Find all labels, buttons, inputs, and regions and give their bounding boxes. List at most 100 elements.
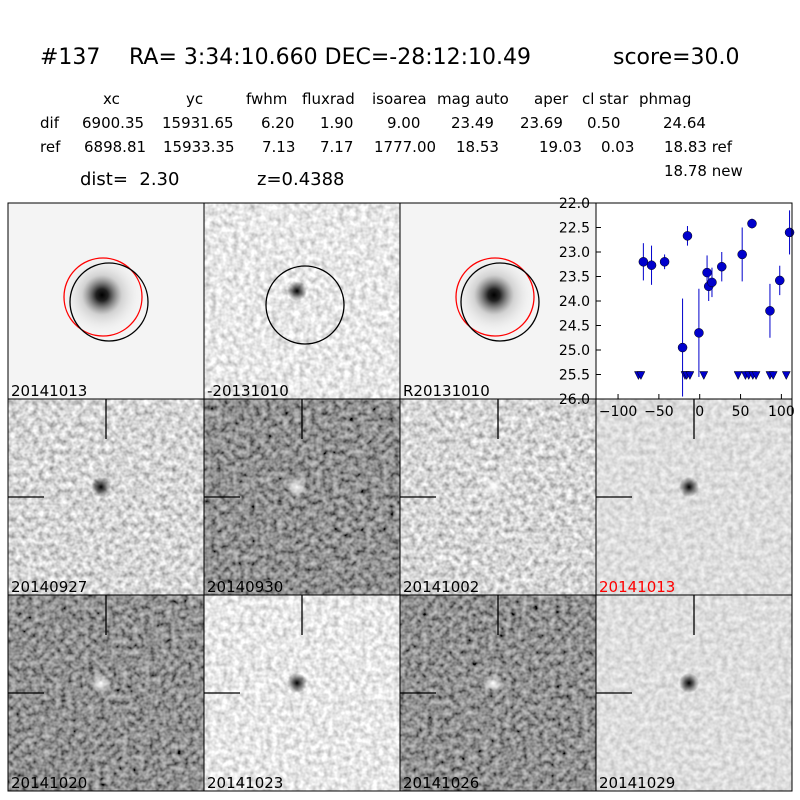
table-cell: 0.50 xyxy=(587,114,620,132)
column-header: mag auto xyxy=(437,90,509,108)
table-cell: 23.49 xyxy=(451,114,494,132)
source-blob xyxy=(454,255,534,335)
table-cell: 0.03 xyxy=(601,138,634,156)
aperture xyxy=(69,262,149,342)
panel-label: -20131010 xyxy=(207,382,289,400)
table-cell: 23.69 xyxy=(520,114,563,132)
detection xyxy=(747,218,757,229)
redshift: z=0.4388 xyxy=(257,169,345,190)
table-cell: 9.00 xyxy=(387,114,420,132)
y-tick-label: 23.0 xyxy=(559,245,590,261)
y-tick-label: 26.0 xyxy=(559,392,590,408)
source-blob xyxy=(287,477,307,497)
detection xyxy=(765,306,775,316)
x-tick-label: 100 xyxy=(768,404,795,420)
source-blob xyxy=(679,477,699,497)
x-tick-label: −50 xyxy=(644,404,674,420)
panel-label: 20141020 xyxy=(11,774,87,792)
x-tick-label: −100 xyxy=(599,404,637,420)
detection xyxy=(682,231,693,241)
new-mag: 18.78 new xyxy=(664,162,743,180)
upper-limit xyxy=(699,371,709,381)
detection xyxy=(677,342,688,353)
source-blob xyxy=(287,673,307,693)
y-tick-label: 22.0 xyxy=(559,196,590,212)
table-cell: 18.53 xyxy=(456,138,499,156)
column-header: cl star xyxy=(582,90,629,108)
table-cell: dif xyxy=(40,114,60,132)
panel-label: R20131010 xyxy=(403,382,490,400)
table-cell: 1777.00 xyxy=(374,138,436,156)
x-tick-label: 0 xyxy=(695,404,704,420)
detection xyxy=(694,328,704,338)
panel-label: 20141023 xyxy=(207,774,283,792)
candidate-id: #137 xyxy=(40,45,100,70)
panel-label: 20141029 xyxy=(599,774,675,792)
source-blob xyxy=(287,281,307,301)
aperture xyxy=(460,262,540,342)
detection xyxy=(646,260,657,270)
source-blob xyxy=(91,673,111,693)
y-tick-label: 24.0 xyxy=(559,294,590,310)
source-blob xyxy=(483,673,503,693)
upper-limit xyxy=(751,371,761,381)
panel-label: 20141013 xyxy=(11,382,87,400)
column-header: fluxrad xyxy=(302,90,355,108)
detection xyxy=(784,227,795,238)
y-tick-label: 24.5 xyxy=(559,319,590,335)
upper-limit xyxy=(685,371,695,381)
y-tick-label: 22.5 xyxy=(559,221,590,237)
detection xyxy=(659,257,670,267)
source-blob xyxy=(483,477,503,497)
y-tick-label: 23.5 xyxy=(559,270,590,286)
source-blob xyxy=(679,673,699,693)
detection xyxy=(707,277,717,288)
table-cell: 19.03 xyxy=(539,138,582,156)
table-cell: 7.13 xyxy=(262,138,295,156)
table-cell: 15933.35 xyxy=(163,138,235,156)
table-cell: 24.64 xyxy=(663,114,706,132)
distance: dist= 2.30 xyxy=(80,169,179,190)
table-cell: 6.20 xyxy=(261,114,294,132)
column-header: phmag xyxy=(639,90,691,108)
detection xyxy=(737,249,747,260)
panel-label: 20141013 xyxy=(599,578,675,596)
table-cell: 6900.35 xyxy=(82,114,144,132)
upper-limit xyxy=(733,371,743,381)
column-header: isoarea xyxy=(372,90,427,108)
column-header: aper xyxy=(534,90,569,108)
table-cell: ref xyxy=(40,138,61,156)
panel-label: 20141002 xyxy=(403,578,479,596)
panel-label: 20140927 xyxy=(11,578,87,596)
source-blob xyxy=(91,477,111,497)
y-tick-label: 25.0 xyxy=(559,343,590,359)
plot-frame xyxy=(595,202,793,400)
detection xyxy=(702,267,712,278)
upper-limit xyxy=(636,371,646,381)
column-header: yc xyxy=(186,90,203,108)
y-tick-label: 25.5 xyxy=(559,368,590,384)
x-tick-label: 50 xyxy=(732,404,750,420)
content: #137 RA= 3:34:10.660 DEC=-28:12:10.49 scor… xyxy=(7,45,795,792)
aperture xyxy=(265,265,345,345)
detection xyxy=(775,275,785,286)
score: score=30.0 xyxy=(613,45,740,70)
aperture xyxy=(63,257,143,337)
panel-label: 20141026 xyxy=(403,774,479,792)
table-cell: 15931.65 xyxy=(162,114,234,132)
aperture xyxy=(455,257,535,337)
detection xyxy=(717,261,727,272)
column-header: fwhm xyxy=(246,90,287,108)
table-cell: 1.90 xyxy=(320,114,353,132)
table-cell: 6898.81 xyxy=(84,138,146,156)
detection xyxy=(638,257,649,267)
table-cell: 7.17 xyxy=(320,138,353,156)
panel-label: 20140930 xyxy=(207,578,283,596)
table-cell: 18.83 ref xyxy=(664,138,733,156)
image-noise xyxy=(204,203,400,399)
column-header: xc xyxy=(103,90,120,108)
plot-background xyxy=(596,203,792,399)
panel-frame xyxy=(595,594,793,792)
upper-limit xyxy=(768,371,778,381)
